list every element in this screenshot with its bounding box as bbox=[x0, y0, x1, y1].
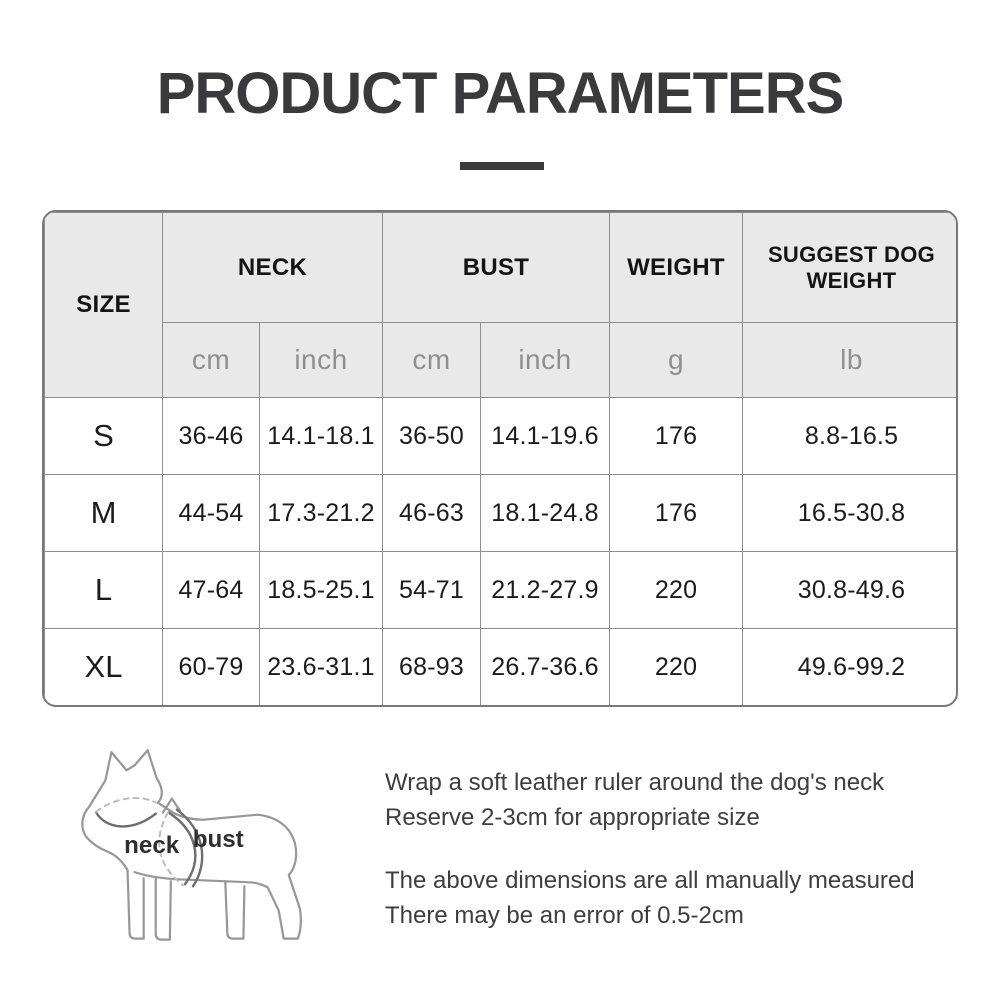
neck-cm-cell: 36-46 bbox=[162, 397, 260, 475]
col-header-size: SIZE bbox=[44, 212, 163, 398]
bust-inch-cell: 14.1-19.6 bbox=[479, 397, 611, 475]
weight-cell: 220 bbox=[609, 551, 744, 629]
bust-cm-cell: 68-93 bbox=[382, 628, 481, 705]
weight-cell: 176 bbox=[609, 474, 744, 552]
neck-cm-cell: 60-79 bbox=[162, 628, 260, 705]
note-line: Wrap a soft leather ruler around the dog… bbox=[385, 769, 885, 796]
weight-cell: 220 bbox=[609, 628, 744, 705]
title-underline bbox=[460, 162, 544, 170]
table-row-l: L 47-64 18.5-25.1 54-71 21.2-27.9 220 30… bbox=[44, 551, 956, 629]
bust-band-hidden bbox=[158, 811, 184, 887]
header-row-units: cm inch cm inch g lb bbox=[45, 322, 956, 398]
dog-outline bbox=[81, 749, 302, 940]
unit-neck-cm: cm bbox=[162, 322, 260, 398]
neck-inch-cell: 17.3-21.2 bbox=[259, 474, 383, 552]
header-row-groups: SIZE NECK BUST WEIGHT SUGGEST DOG WEIGHT bbox=[44, 212, 956, 398]
bust-cm-cell: 36-50 bbox=[382, 397, 481, 475]
suggest-weight-cell: 49.6-99.2 bbox=[742, 628, 956, 705]
bust-inch-cell: 18.1-24.8 bbox=[479, 474, 611, 552]
size-cell: S bbox=[44, 397, 163, 475]
dog-front-legs bbox=[126, 869, 172, 941]
dog-measurement-diagram: neck bust bbox=[56, 738, 322, 972]
unit-suggest-lb: lb bbox=[742, 322, 956, 398]
table-row-s: S 36-46 14.1-18.1 36-50 14.1-19.6 176 8.… bbox=[44, 397, 956, 475]
neck-cm-cell: 47-64 bbox=[162, 551, 260, 629]
bust-cm-cell: 54-71 bbox=[382, 551, 481, 629]
note-line: The above dimensions are all manually me… bbox=[385, 867, 915, 894]
neck-inch-cell: 23.6-31.1 bbox=[259, 628, 383, 705]
suggest-weight-cell: 16.5-30.8 bbox=[742, 474, 956, 552]
size-cell: M bbox=[44, 474, 163, 552]
weight-cell: 176 bbox=[609, 397, 744, 475]
table-row-xl: XL 60-79 23.6-31.1 68-93 26.7-36.6 220 4… bbox=[44, 628, 956, 705]
neck-label: neck bbox=[124, 832, 180, 859]
neck-inch-cell: 18.5-25.1 bbox=[259, 551, 383, 629]
unit-weight-g: g bbox=[609, 322, 744, 398]
bust-inch-cell: 26.7-36.6 bbox=[479, 628, 611, 705]
neck-cm-cell: 44-54 bbox=[162, 474, 260, 552]
col-header-bust: BUST bbox=[381, 212, 611, 323]
col-header-neck: NECK bbox=[162, 212, 383, 323]
note-line: Reserve 2-3cm for appropriate size bbox=[385, 804, 760, 831]
bust-cm-cell: 46-63 bbox=[382, 474, 481, 552]
size-cell: XL bbox=[44, 628, 163, 705]
neck-inch-cell: 14.1-18.1 bbox=[259, 397, 383, 475]
neck-band bbox=[95, 811, 157, 828]
table-row-m: M 44-54 17.3-21.2 46-63 18.1-24.8 176 16… bbox=[44, 474, 956, 552]
unit-neck-inch: inch bbox=[259, 322, 383, 398]
size-cell: L bbox=[44, 551, 163, 629]
unit-bust-inch: inch bbox=[479, 322, 611, 398]
unit-bust-cm: cm bbox=[382, 322, 481, 398]
size-chart-table: SIZE NECK BUST WEIGHT SUGGEST DOG WEIGHT… bbox=[42, 210, 958, 707]
bust-band bbox=[167, 811, 197, 886]
page-title: PRODUCT PARAMETERS bbox=[156, 61, 845, 126]
dog-rear-leg bbox=[224, 880, 246, 940]
dog-chest-line bbox=[85, 835, 129, 872]
measurement-notes: Wrap a soft leather ruler around the dog… bbox=[385, 765, 915, 933]
col-header-suggest-dog-weight: SUGGEST DOG WEIGHT bbox=[742, 212, 956, 323]
harness-handle bbox=[161, 797, 182, 814]
bust-label: bust bbox=[193, 826, 244, 853]
suggest-weight-cell: 30.8-49.6 bbox=[742, 551, 956, 629]
neck-band-hidden bbox=[95, 797, 157, 813]
col-header-weight: WEIGHT bbox=[609, 212, 744, 323]
bust-band-inner bbox=[175, 808, 204, 888]
suggest-weight-cell: 8.8-16.5 bbox=[742, 397, 956, 475]
bust-inch-cell: 21.2-27.9 bbox=[479, 551, 611, 629]
note-line: There may be an error of 0.5-2cm bbox=[385, 902, 744, 929]
